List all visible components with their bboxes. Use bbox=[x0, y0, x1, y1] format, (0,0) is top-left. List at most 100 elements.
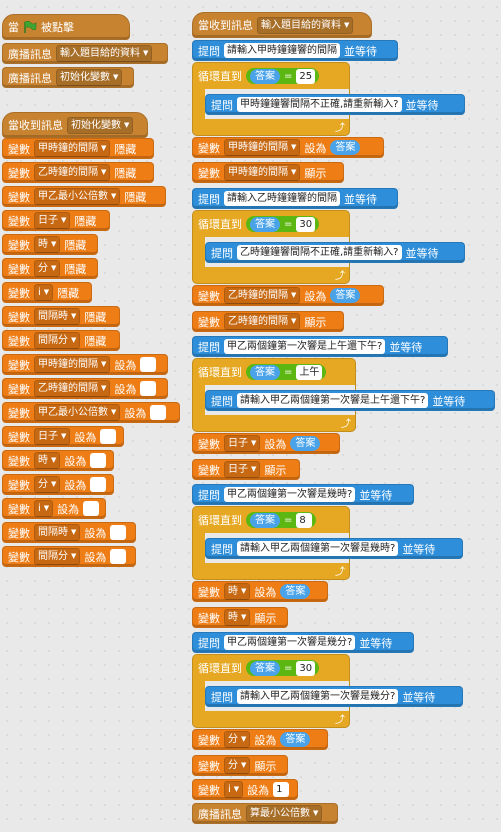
question-input[interactable]: 請輸入甲乙兩個鐘第一次響是幾時? bbox=[237, 541, 399, 556]
equals-operator[interactable]: 答案 = 25 bbox=[246, 68, 320, 84]
variable-dropdown[interactable]: 分 ▼ bbox=[34, 260, 61, 277]
variable-dropdown[interactable]: 日子 ▼ bbox=[34, 212, 71, 229]
variable-dropdown[interactable]: 時 ▼ bbox=[34, 452, 61, 469]
broadcast-block[interactable]: 廣播訊息 初始化變數 ▼ bbox=[2, 67, 134, 88]
when-receive-hat[interactable]: 當收到訊息 初始化變數 ▼ bbox=[2, 112, 148, 138]
variable-dropdown[interactable]: 日子 ▼ bbox=[224, 461, 261, 478]
ask-and-wait-block[interactable]: 提問 甲乙兩個鐘第一次響是上午還下午? 並等待 bbox=[192, 336, 448, 357]
variable-dropdown[interactable]: 時 ▼ bbox=[34, 236, 61, 253]
hide-variable-block[interactable]: 變數 甲乙最小公倍數 ▼ 隱藏 bbox=[2, 186, 166, 207]
broadcast-dropdown[interactable]: 輸入題目給的資料 ▼ bbox=[56, 45, 153, 62]
variable-dropdown[interactable]: 間隔時 ▼ bbox=[34, 524, 81, 541]
broadcast-dropdown[interactable]: 算最小公倍數 ▼ bbox=[246, 805, 323, 822]
value-input[interactable] bbox=[100, 429, 117, 444]
variable-dropdown[interactable]: 甲時鐘的間隔 ▼ bbox=[34, 356, 111, 373]
answer-reporter[interactable]: 答案 bbox=[250, 68, 280, 84]
set-variable-block[interactable]: 變數時 ▼ 設為 bbox=[2, 450, 114, 471]
question-input[interactable]: 甲乙兩個鐘第一次響是上午還下午? bbox=[224, 339, 386, 354]
answer-reporter[interactable]: 答案 bbox=[280, 732, 311, 747]
compare-input[interactable]: 25 bbox=[296, 68, 316, 84]
variable-dropdown[interactable]: 分 ▼ bbox=[224, 731, 251, 748]
hide-variable-block[interactable]: 變數 甲時鐘的間隔 ▼ 隱藏 bbox=[2, 138, 154, 159]
compare-input[interactable]: 30 bbox=[296, 216, 316, 232]
set-variable-block[interactable]: 變數 甲時鐘的間隔 ▼ 設為 bbox=[2, 354, 168, 375]
question-input[interactable]: 甲乙兩個鐘第一次響是幾時? bbox=[224, 487, 356, 502]
equals-operator[interactable]: 答案 = 30 bbox=[246, 216, 320, 232]
compare-input[interactable]: 30 bbox=[296, 660, 316, 676]
variable-dropdown[interactable]: i ▼ bbox=[34, 500, 54, 517]
answer-reporter[interactable]: 答案 bbox=[250, 364, 280, 380]
variable-dropdown[interactable]: 甲時鐘的間隔 ▼ bbox=[224, 164, 301, 181]
message-dropdown[interactable]: 初始化變數 ▼ bbox=[67, 116, 134, 134]
ask-and-wait-block[interactable]: 提問 甲乙兩個鐘第一次響是幾分? 並等待 bbox=[192, 632, 414, 653]
variable-dropdown[interactable]: 甲時鐘的間隔 ▼ bbox=[224, 139, 301, 156]
variable-dropdown[interactable]: 日子 ▼ bbox=[34, 428, 71, 445]
compare-input[interactable]: 8 bbox=[296, 512, 313, 528]
value-input[interactable] bbox=[150, 405, 167, 420]
question-input[interactable]: 甲乙兩個鐘第一次響是幾分? bbox=[224, 635, 356, 650]
compare-input[interactable]: 上午 bbox=[296, 364, 323, 380]
ask-and-wait-block[interactable]: 提問 甲時鐘鐘響間隔不正確,請重新輸入? 並等待 bbox=[205, 94, 465, 115]
ask-and-wait-block[interactable]: 提問 乙時鐘鐘響間隔不正確,請重新輸入? 並等待 bbox=[205, 242, 465, 263]
value-input[interactable] bbox=[110, 549, 127, 564]
set-variable-block[interactable]: 變數 日子 ▼ 設為 答案 bbox=[192, 433, 340, 454]
hide-variable-block[interactable]: 變數時 ▼ 隱藏 bbox=[2, 234, 98, 255]
question-input[interactable]: 請輸入甲乙兩個鐘第一次響是上午還下午? bbox=[237, 393, 429, 408]
hide-variable-block[interactable]: 變數 間隔分 ▼ 隱藏 bbox=[2, 330, 120, 351]
variable-dropdown[interactable]: 分 ▼ bbox=[34, 476, 61, 493]
hide-variable-block[interactable]: 變數 間隔時 ▼ 隱藏 bbox=[2, 306, 120, 327]
broadcast-dropdown[interactable]: 初始化變數 ▼ bbox=[56, 69, 123, 86]
set-variable-block[interactable]: 變數 i ▼ 設為 1 bbox=[192, 779, 298, 800]
ask-and-wait-block[interactable]: 提問 甲乙兩個鐘第一次響是幾時? 並等待 bbox=[192, 484, 414, 505]
equals-operator[interactable]: 答案 = 8 bbox=[246, 512, 317, 528]
answer-reporter[interactable]: 答案 bbox=[250, 660, 280, 676]
message-dropdown[interactable]: 輸入題目給的資料 ▼ bbox=[257, 16, 354, 34]
variable-dropdown[interactable]: i ▼ bbox=[34, 284, 54, 301]
variable-dropdown[interactable]: 時 ▼ bbox=[224, 583, 251, 600]
set-variable-block[interactable]: 變數 i ▼ 設為 bbox=[2, 498, 106, 519]
hide-variable-block[interactable]: 變數 i ▼ 隱藏 bbox=[2, 282, 92, 303]
hide-variable-block[interactable]: 變數 乙時鐘的間隔 ▼ 隱藏 bbox=[2, 162, 154, 183]
answer-reporter[interactable]: 答案 bbox=[290, 436, 321, 451]
variable-dropdown[interactable]: 甲乙最小公倍數 ▼ bbox=[34, 188, 121, 205]
question-input[interactable]: 請輸入甲乙兩個鐘第一次響是幾分? bbox=[237, 689, 399, 704]
ask-and-wait-block[interactable]: 提問 請輸入甲時鐘鐘響的間隔 並等待 bbox=[192, 40, 398, 61]
set-variable-block[interactable]: 變數分 ▼ 設為 bbox=[2, 474, 114, 495]
variable-dropdown[interactable]: i ▼ bbox=[224, 781, 244, 798]
variable-dropdown[interactable]: 分 ▼ bbox=[224, 757, 251, 774]
ask-and-wait-block[interactable]: 提問 請輸入甲乙兩個鐘第一次響是上午還下午? 並等待 bbox=[205, 390, 495, 411]
question-input[interactable]: 請輸入乙時鐘鐘響的間隔 bbox=[224, 191, 340, 206]
ask-and-wait-block[interactable]: 提問 請輸入乙時鐘鐘響的間隔 並等待 bbox=[192, 188, 398, 209]
question-input[interactable]: 請輸入甲時鐘鐘響的間隔 bbox=[224, 43, 340, 58]
hide-variable-block[interactable]: 變數分 ▼ 隱藏 bbox=[2, 258, 98, 279]
variable-dropdown[interactable]: 間隔分 ▼ bbox=[34, 548, 81, 565]
set-variable-block[interactable]: 變數分 ▼ 設為 答案 bbox=[192, 729, 328, 750]
when-receive-hat[interactable]: 當收到訊息 輸入題目給的資料 ▼ bbox=[192, 12, 372, 38]
answer-reporter[interactable]: 答案 bbox=[280, 584, 311, 599]
variable-dropdown[interactable]: 乙時鐘的間隔 ▼ bbox=[224, 313, 301, 330]
show-variable-block[interactable]: 變數時 ▼ 顯示 bbox=[192, 607, 288, 628]
ask-and-wait-block[interactable]: 提問 請輸入甲乙兩個鐘第一次響是幾時? 並等待 bbox=[205, 538, 463, 559]
set-variable-block[interactable]: 變數 甲時鐘的間隔 ▼ 設為 答案 bbox=[192, 137, 384, 158]
value-input[interactable] bbox=[90, 477, 107, 492]
value-input[interactable] bbox=[83, 501, 100, 516]
set-variable-block[interactable]: 變數 間隔時 ▼ 設為 bbox=[2, 522, 136, 543]
value-input[interactable] bbox=[110, 525, 127, 540]
answer-reporter[interactable]: 答案 bbox=[330, 288, 361, 303]
value-input[interactable] bbox=[90, 453, 107, 468]
when-flag-clicked-hat[interactable]: 當 被點擊 bbox=[2, 14, 130, 40]
show-variable-block[interactable]: 變數 日子 ▼ 顯示 bbox=[192, 459, 300, 480]
show-variable-block[interactable]: 變數分 ▼ 顯示 bbox=[192, 755, 288, 776]
variable-dropdown[interactable]: 乙時鐘的間隔 ▼ bbox=[34, 380, 111, 397]
value-input[interactable] bbox=[140, 357, 157, 372]
hide-variable-block[interactable]: 變數 日子 ▼ 隱藏 bbox=[2, 210, 110, 231]
question-input[interactable]: 乙時鐘鐘響間隔不正確,請重新輸入? bbox=[237, 245, 402, 260]
broadcast-block[interactable]: 廣播訊息 算最小公倍數 ▼ bbox=[192, 803, 338, 824]
set-variable-block[interactable]: 變數 乙時鐘的間隔 ▼ 設為 bbox=[2, 378, 168, 399]
answer-reporter[interactable]: 答案 bbox=[250, 512, 280, 528]
variable-dropdown[interactable]: 乙時鐘的間隔 ▼ bbox=[224, 287, 301, 304]
variable-dropdown[interactable]: 日子 ▼ bbox=[224, 435, 261, 452]
set-variable-block[interactable]: 變數 乙時鐘的間隔 ▼ 設為 答案 bbox=[192, 285, 384, 306]
variable-dropdown[interactable]: 時 ▼ bbox=[224, 609, 251, 626]
